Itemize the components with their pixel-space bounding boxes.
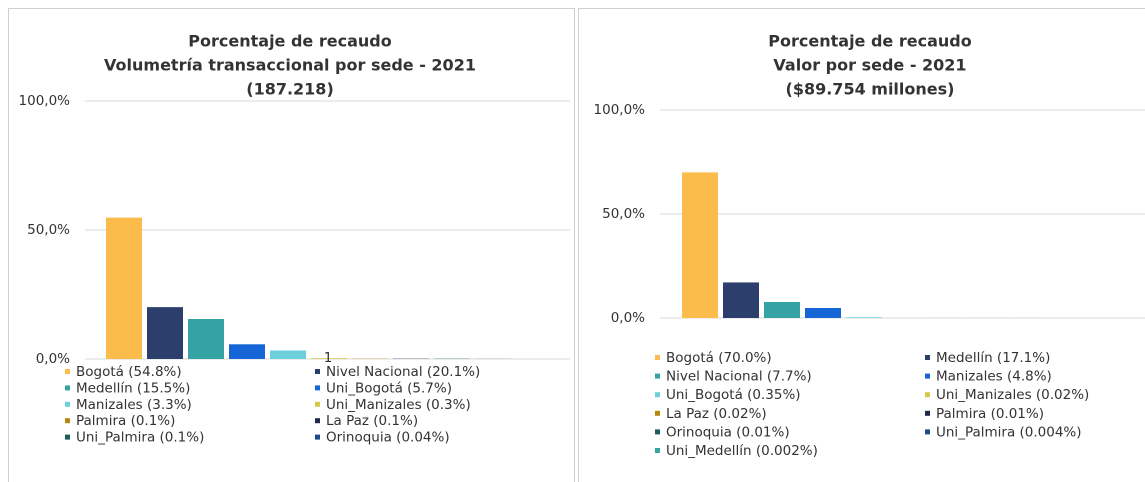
panel-border bbox=[578, 8, 1145, 482]
legend-label: Uni_Palmira (0.1%) bbox=[76, 430, 204, 446]
bar bbox=[764, 301, 800, 318]
legend-marker bbox=[65, 418, 70, 424]
y-tick-label: 0,0% bbox=[611, 310, 645, 326]
legend-label: Uni_Bogotá (5.7%) bbox=[326, 380, 452, 396]
legend-marker bbox=[655, 429, 660, 435]
bar bbox=[229, 344, 265, 359]
y-tick-label: 100,0% bbox=[594, 102, 646, 118]
legend-marker bbox=[65, 434, 70, 440]
legend-marker bbox=[655, 392, 660, 398]
legend-marker bbox=[655, 373, 660, 379]
legend-label: Orinoquia (0.04%) bbox=[326, 430, 450, 446]
legend-marker bbox=[315, 369, 320, 374]
legend-label: Uni_Manizales (0.02%) bbox=[936, 387, 1089, 403]
legend-marker bbox=[315, 401, 320, 407]
legend-label: Medellín (15.5%) bbox=[76, 380, 190, 396]
legend-label: Nivel Nacional (20.1%) bbox=[326, 364, 480, 380]
legend-marker bbox=[65, 369, 70, 374]
bar bbox=[682, 172, 718, 318]
legend-marker bbox=[315, 418, 320, 424]
bar bbox=[270, 350, 306, 359]
legend-marker bbox=[925, 429, 930, 435]
legend-label: Nivel Nacional (7.7%) bbox=[666, 369, 812, 385]
chart-title: ($89.754 millones) bbox=[786, 80, 955, 99]
legend-marker bbox=[65, 401, 70, 407]
legend-marker bbox=[315, 434, 320, 440]
legend-marker bbox=[315, 385, 320, 391]
legend-marker bbox=[925, 355, 930, 360]
bar bbox=[311, 358, 347, 359]
legend-label: Palmira (0.01%) bbox=[936, 406, 1044, 422]
legend-label: Orinoquia (0.01%) bbox=[666, 424, 790, 440]
y-tick-label: 0,0% bbox=[36, 351, 70, 367]
chart-title: Porcentaje de recaudo bbox=[768, 32, 971, 51]
chart-title: Porcentaje de recaudo bbox=[188, 32, 391, 51]
legend-label: Palmira (0.1%) bbox=[76, 413, 175, 429]
annotation: 1 bbox=[324, 350, 333, 366]
panel-border bbox=[8, 8, 575, 482]
bar bbox=[723, 282, 759, 318]
legend-marker bbox=[65, 385, 70, 391]
legend-label: Manizales (3.3%) bbox=[76, 397, 192, 413]
legend-label: Medellín (17.1%) bbox=[936, 350, 1050, 366]
legend-label: La Paz (0.02%) bbox=[666, 406, 767, 422]
bar bbox=[106, 217, 142, 359]
legend-marker bbox=[925, 410, 930, 416]
y-tick-label: 50,0% bbox=[27, 222, 70, 238]
legend-label: La Paz (0.1%) bbox=[326, 413, 418, 429]
legend-marker bbox=[925, 392, 930, 398]
legend-label: Uni_Medellín (0.002%) bbox=[666, 443, 818, 459]
legend-label: Uni_Palmira (0.004%) bbox=[936, 424, 1082, 440]
legend-label: Bogotá (54.8%) bbox=[76, 364, 182, 380]
chart-title: Valor por sede - 2021 bbox=[773, 56, 966, 75]
legend-marker bbox=[655, 448, 660, 453]
legend-marker bbox=[655, 410, 660, 416]
chart-title: (187.218) bbox=[246, 80, 334, 99]
legend-label: Uni_Bogotá (0.35%) bbox=[666, 387, 801, 403]
legend-marker bbox=[655, 355, 660, 360]
chart-title: Volumetría transaccional por sede - 2021 bbox=[104, 56, 476, 75]
bar bbox=[805, 308, 841, 318]
y-tick-label: 50,0% bbox=[602, 206, 645, 222]
bar bbox=[188, 319, 224, 359]
bar bbox=[846, 317, 882, 318]
legend-label: Uni_Manizales (0.3%) bbox=[326, 397, 471, 413]
y-tick-label: 100,0% bbox=[19, 93, 71, 109]
legend-label: Bogotá (70.0%) bbox=[666, 350, 772, 366]
bar bbox=[147, 307, 183, 359]
legend-label: Manizales (4.8%) bbox=[936, 369, 1052, 385]
legend-marker bbox=[925, 373, 930, 379]
